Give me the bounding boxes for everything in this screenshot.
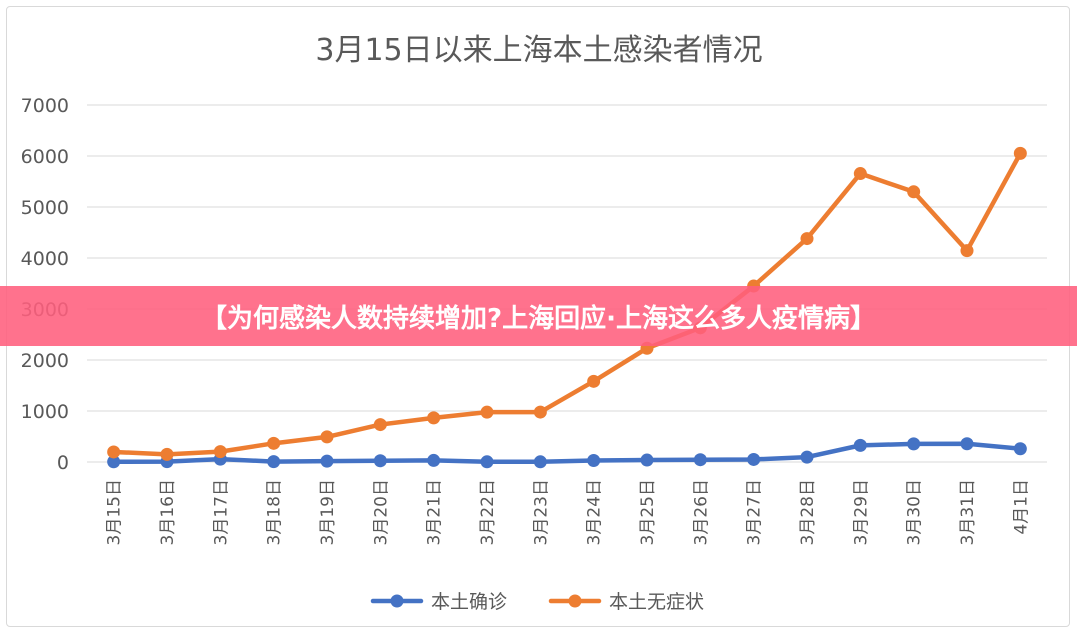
data-point xyxy=(853,167,867,181)
x-tick-label: 4月1日 xyxy=(1011,479,1031,535)
data-point xyxy=(960,244,974,258)
y-tick-label: 4000 xyxy=(21,248,69,270)
x-tick-label: 3月27日 xyxy=(745,479,765,545)
x-tick-label: 3月26日 xyxy=(691,479,711,545)
data-point xyxy=(907,185,921,199)
x-tick-label: 3月22日 xyxy=(478,479,498,545)
y-axis-ticks: 01000200030004000500060007000 xyxy=(21,95,69,474)
data-point xyxy=(320,454,334,468)
data-point xyxy=(533,455,547,469)
data-point xyxy=(160,447,174,461)
x-tick-label: 3月29日 xyxy=(851,479,871,545)
x-tick-label: 3月23日 xyxy=(531,479,551,545)
data-point xyxy=(960,437,974,451)
y-tick-label: 2000 xyxy=(21,350,69,372)
data-point xyxy=(267,455,281,469)
legend-label: 本土确诊 xyxy=(431,591,507,613)
data-point xyxy=(587,454,601,468)
x-tick-label: 3月16日 xyxy=(158,479,178,545)
data-point xyxy=(480,455,494,469)
x-tick-label: 3月24日 xyxy=(585,479,605,545)
x-axis-ticks: 3月15日 3月16日 3月17日 3月18日 3月19日 3月20日 3月21日 3月22日… xyxy=(105,479,1032,545)
legend-swatch-marker xyxy=(390,594,404,608)
series-line xyxy=(111,151,1023,457)
chart-title: 3月15日以来上海本土感染者情况 xyxy=(315,33,762,68)
series-line xyxy=(111,441,1023,465)
data-point xyxy=(1013,442,1027,456)
series-0 xyxy=(107,437,1027,469)
x-tick-label: 3月19日 xyxy=(318,479,338,545)
legend-item: 本土无症状 xyxy=(548,591,704,613)
x-tick-label: 3月15日 xyxy=(105,479,125,545)
x-tick-label: 3月18日 xyxy=(265,479,285,545)
data-point xyxy=(587,374,601,388)
data-point xyxy=(693,453,707,467)
data-point xyxy=(640,453,654,467)
x-tick-label: 3月30日 xyxy=(905,479,925,545)
data-point xyxy=(533,405,547,419)
data-point xyxy=(107,445,121,459)
data-point xyxy=(480,405,494,419)
legend-swatch-marker xyxy=(568,594,582,608)
data-point xyxy=(427,453,441,467)
x-tick-label: 3月31日 xyxy=(958,479,978,545)
y-tick-label: 1000 xyxy=(21,401,69,423)
headline-text: 【为何感染人数持续增加?上海回应·上海这么多人疫情病】 xyxy=(201,303,876,334)
y-tick-label: 5000 xyxy=(21,197,69,219)
x-tick-label: 3月17日 xyxy=(211,479,231,545)
grid-lines xyxy=(87,104,1047,463)
data-point xyxy=(373,454,387,468)
x-tick-label: 3月25日 xyxy=(638,479,658,545)
legend-item: 本土确诊 xyxy=(370,591,507,613)
data-point xyxy=(800,450,814,464)
data-point xyxy=(320,430,334,444)
data-point xyxy=(267,436,281,450)
data-point xyxy=(1013,146,1027,160)
y-tick-label: 0 xyxy=(57,452,69,474)
data-point xyxy=(800,232,814,246)
legend: 本土确诊 本土无症状 xyxy=(370,591,704,613)
data-point xyxy=(853,438,867,452)
x-tick-label: 3月20日 xyxy=(371,479,391,545)
data-point xyxy=(747,452,761,466)
headline-banner: 【为何感染人数持续增加?上海回应·上海这么多人疫情病】 xyxy=(0,286,1077,346)
y-tick-label: 7000 xyxy=(21,95,69,117)
series-layer xyxy=(107,146,1027,469)
data-point xyxy=(427,411,441,425)
x-tick-label: 3月21日 xyxy=(425,479,445,545)
data-point xyxy=(373,418,387,432)
legend-label: 本土无症状 xyxy=(609,591,704,613)
data-point xyxy=(907,437,921,451)
x-tick-label: 3月28日 xyxy=(798,479,818,545)
y-tick-label: 6000 xyxy=(21,146,69,168)
data-point xyxy=(213,445,227,459)
data-point xyxy=(107,455,121,469)
